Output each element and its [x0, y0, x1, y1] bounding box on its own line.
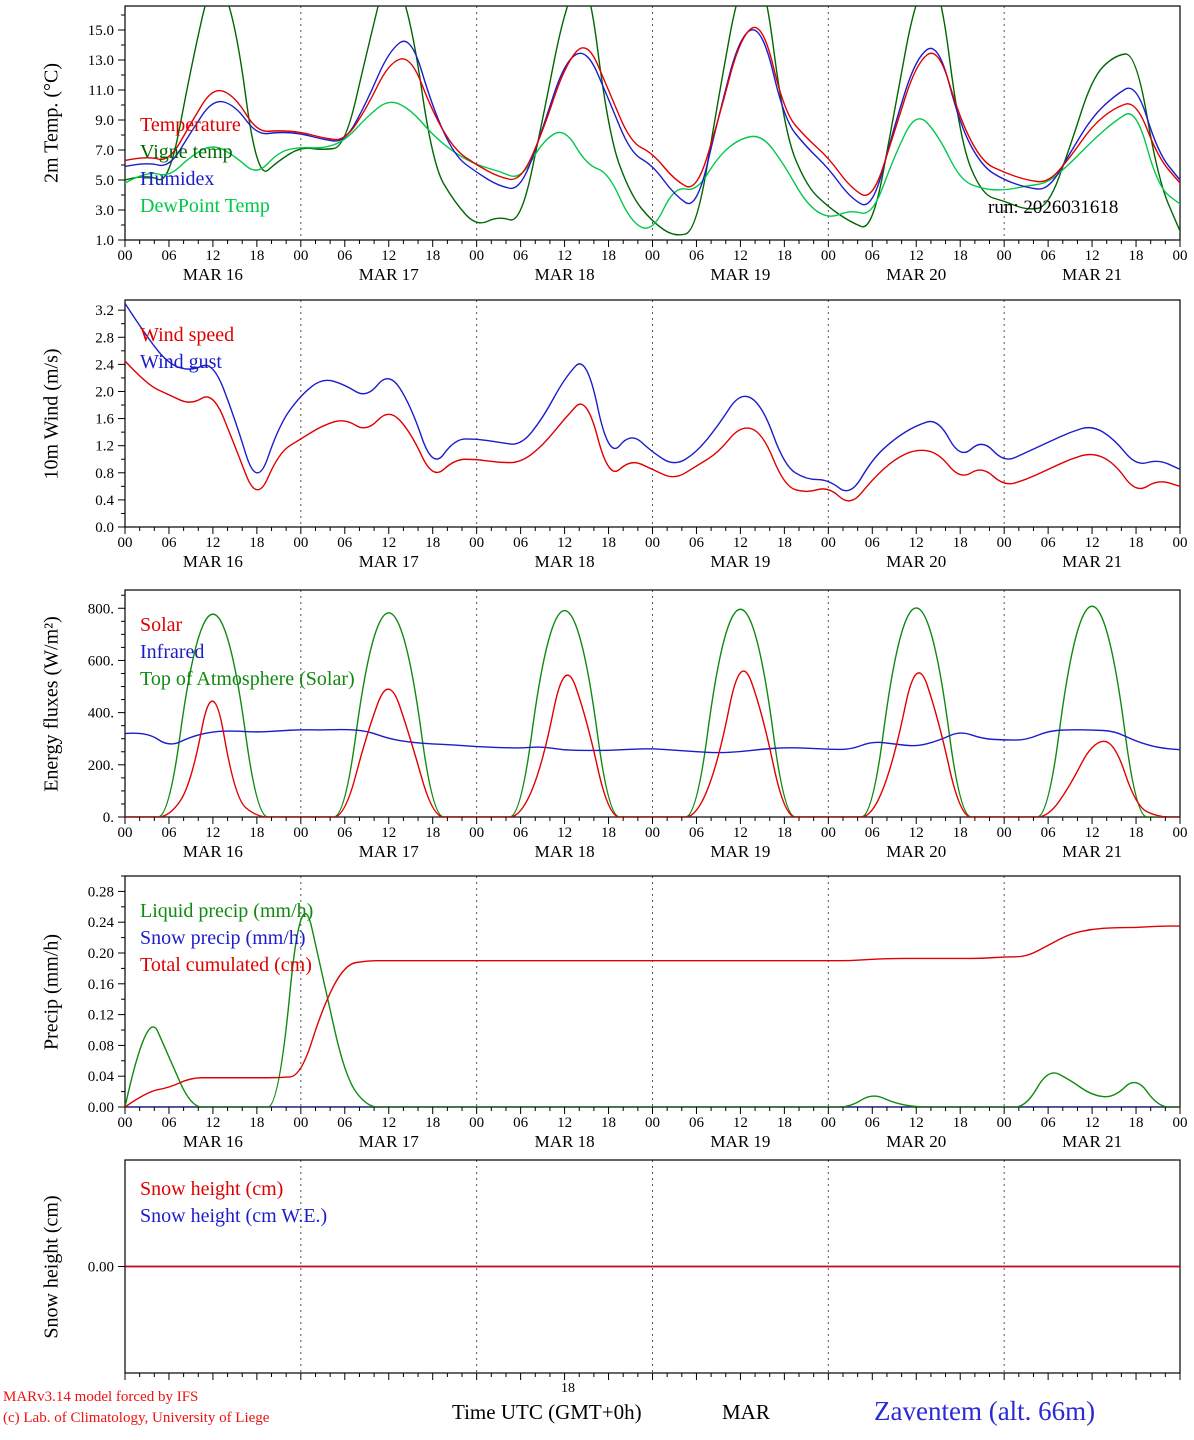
legend-snow-height-we: Snow height (cm W.E.)	[140, 1205, 328, 1227]
legend-snow-height: Snow height (cm)	[140, 1178, 284, 1200]
legend-flux-panel: Solar Infrared Top of Atmosphere (Solar)	[140, 612, 355, 693]
month-label: MAR	[722, 1400, 770, 1424]
ylabel-snow-height: Snow height (cm)	[40, 1195, 63, 1339]
credit-line-2: (c) Lab. of Climatology, University of L…	[3, 1410, 270, 1426]
legend-solar: Solar	[140, 614, 183, 636]
legend-temperature: Temperature	[140, 114, 241, 136]
legend-wind-panel: Wind speed Wind gust	[140, 322, 234, 376]
legend-snow-panel: Snow height (cm) Snow height (cm W.E.)	[140, 1176, 327, 1230]
credit-line-1: MARv3.14 model forced by IFS	[3, 1389, 199, 1405]
legend-toa-solar: Top of Atmosphere (Solar)	[140, 668, 355, 690]
ylabel-energy-fluxes: Energy fluxes (W/m²)	[40, 616, 63, 792]
legend-wind-speed: Wind speed	[140, 324, 235, 346]
time-axis-title: Time UTC (GMT+0h)	[452, 1400, 642, 1424]
run-label: run: 2026031618	[988, 197, 1119, 218]
legend-vigne-temp: Vigne temp	[140, 141, 233, 163]
run-hour-label: 18	[561, 1381, 575, 1396]
ylabel-2m-temp: 2m Temp. (°C)	[40, 62, 63, 184]
ylabel-10m-wind: 10m Wind (m/s)	[40, 348, 63, 480]
legend-wind-gust: Wind gust	[140, 351, 222, 373]
legend-precip-panel: Liquid precip (mm/h) Snow precip (mm/h) …	[140, 898, 313, 979]
legend-temperature-panel: Temperature Vigne temp Humidex DewPoint …	[140, 112, 270, 220]
legend-snow-precip: Snow precip (mm/h)	[140, 927, 306, 949]
ylabel-precip: Precip (mm/h)	[40, 933, 63, 1051]
legend-dewpoint-temp: DewPoint Temp	[140, 195, 270, 217]
legend-liquid-precip: Liquid precip (mm/h)	[140, 900, 314, 922]
station-label: Zaventem (alt. 66m)	[874, 1396, 1096, 1426]
legend-humidex: Humidex	[140, 168, 215, 190]
legend-total-cumulated: Total cumulated (cm)	[140, 954, 312, 976]
legend-infrared: Infrared	[140, 641, 205, 663]
